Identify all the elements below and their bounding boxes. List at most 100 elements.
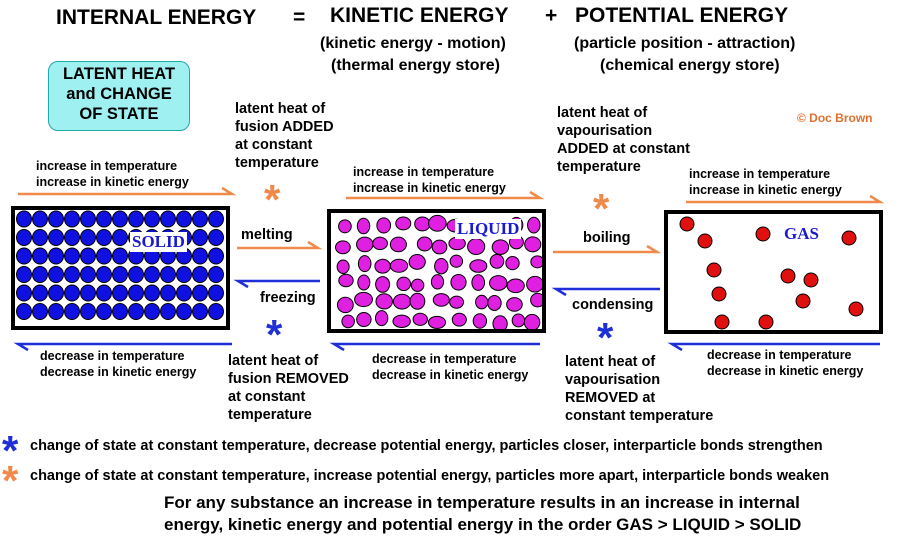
potential-sub-1: (particle position - attraction) [574, 35, 796, 52]
vap-added-line-4: temperature [557, 159, 641, 175]
liquid-particle [450, 273, 467, 291]
gas-particle [848, 301, 864, 317]
label-condensing: condensing [572, 297, 654, 313]
solid-particle [48, 247, 64, 265]
arrow-increase-gas [686, 194, 885, 204]
liquid-particle [389, 236, 407, 253]
potential-sub-2: (chemical energy store) [600, 57, 780, 74]
liquid-particle [410, 278, 425, 292]
arrow-freezing [233, 279, 320, 289]
liquid-particle [523, 313, 541, 329]
fusion-added-line-3: at constant [235, 137, 313, 153]
heading-equals: = [293, 6, 306, 29]
label-freezing: freezing [260, 290, 316, 306]
liquid-label: LIQUID [455, 219, 522, 239]
solid-particle [64, 247, 80, 265]
liquid-particle [469, 259, 488, 273]
heading-potential-energy: POTENTIAL ENERGY [575, 4, 789, 27]
arrow-decrease-solid [13, 342, 232, 352]
arrow-melting [237, 240, 323, 250]
latent-vap-added: latent heat of vapourisation ADDED at co… [557, 104, 690, 176]
solid-particle [96, 247, 112, 265]
vap-removed-line-4: constant temperature [565, 408, 714, 424]
liquid-particle [409, 292, 426, 310]
badge-line-3: OF STATE [79, 105, 159, 123]
liquid-particle [506, 278, 525, 294]
inc-temp-solid: increase in temperature [36, 159, 178, 173]
gas-particle [841, 230, 857, 246]
fusion-removed-line-4: temperature [228, 407, 312, 423]
solid-particle [80, 229, 96, 246]
solid-particle [32, 303, 48, 320]
solid-particle [80, 303, 96, 320]
liquid-particle [511, 313, 526, 328]
solid-particle [16, 247, 32, 265]
kinetic-sub-1: (kinetic energy - motion) [320, 35, 506, 52]
fusion-removed-line-3: at constant [228, 389, 306, 405]
solid-particle [16, 210, 32, 228]
orange-star-icon: * [593, 185, 610, 232]
solid-particle [192, 229, 208, 246]
vap-added-line-2: vapourisation [557, 123, 653, 139]
latent-heat-badge: LATENT HEAT and CHANGE OF STATE [48, 61, 190, 131]
liquid-particle [338, 273, 354, 288]
solid-particle [32, 247, 48, 265]
liquid-particle [356, 236, 374, 253]
liquid-particle [357, 274, 371, 291]
legend-blue-text: change of state at constant temperature,… [30, 438, 823, 454]
liquid-particle [376, 217, 392, 234]
liquid-particles [334, 214, 542, 329]
solid-particle [80, 284, 96, 302]
solid-particle [128, 266, 144, 283]
liquid-particle [467, 238, 486, 256]
liquid-particle [428, 214, 447, 232]
solid-particle [32, 284, 48, 302]
solid-particle [96, 210, 112, 228]
gas-box: GAS [664, 210, 883, 334]
solid-particle [64, 229, 80, 246]
gas-particle [714, 314, 730, 330]
solid-particle [32, 210, 48, 228]
gas-particles [679, 216, 864, 330]
label-melting: melting [241, 227, 293, 243]
fusion-added-line-4: temperature [235, 155, 319, 171]
arrow-condensing [551, 287, 660, 297]
footer-line-2: energy, kinetic energy and potential ene… [164, 515, 802, 534]
latent-fusion-added: latent heat of fusion ADDED at constant … [235, 100, 334, 172]
solid-particles [16, 210, 224, 320]
arrow-decrease-gas [667, 342, 880, 352]
dec-temp-solid: decrease in temperature [40, 349, 185, 363]
legend-orange-text: change of state at constant temperature,… [30, 468, 830, 484]
solid-particle [128, 303, 144, 320]
solid-particle [208, 229, 224, 246]
liquid-particle [472, 313, 488, 329]
liquid-particle [449, 254, 464, 268]
solid-particle [192, 210, 208, 228]
liquid-particle [338, 219, 352, 234]
gas-particle [758, 314, 774, 330]
solid-particle [176, 284, 192, 302]
liquid-particle [506, 297, 523, 312]
vap-added-line-3: ADDED at constant [557, 141, 690, 157]
solid-particle [144, 284, 160, 302]
liquid-particle [392, 314, 411, 329]
solid-particle [64, 303, 80, 320]
fusion-removed-line-1: latent heat of [228, 353, 319, 369]
gas-particle [795, 293, 811, 309]
dec-ke-gas: decrease in kinetic energy [707, 364, 864, 378]
gas-label: GAS [782, 224, 821, 244]
latent-vap-removed: latent heat of vapourisation REMOVED at … [565, 353, 713, 425]
legend-orange-star-icon: * [2, 457, 19, 504]
solid-particle [208, 247, 224, 265]
solid-particle [160, 266, 176, 283]
dec-ke-liquid: decrease in kinetic energy [372, 368, 529, 382]
dec-ke-solid: decrease in kinetic energy [40, 365, 197, 379]
gas-particle [755, 226, 771, 242]
inc-temp-gas: increase in temperature [689, 167, 831, 181]
vap-removed-line-3: REMOVED at [565, 390, 656, 406]
solid-particle [64, 266, 80, 283]
liquid-particle [416, 236, 433, 252]
solid-particle [96, 229, 112, 246]
gas-particle [780, 268, 796, 284]
